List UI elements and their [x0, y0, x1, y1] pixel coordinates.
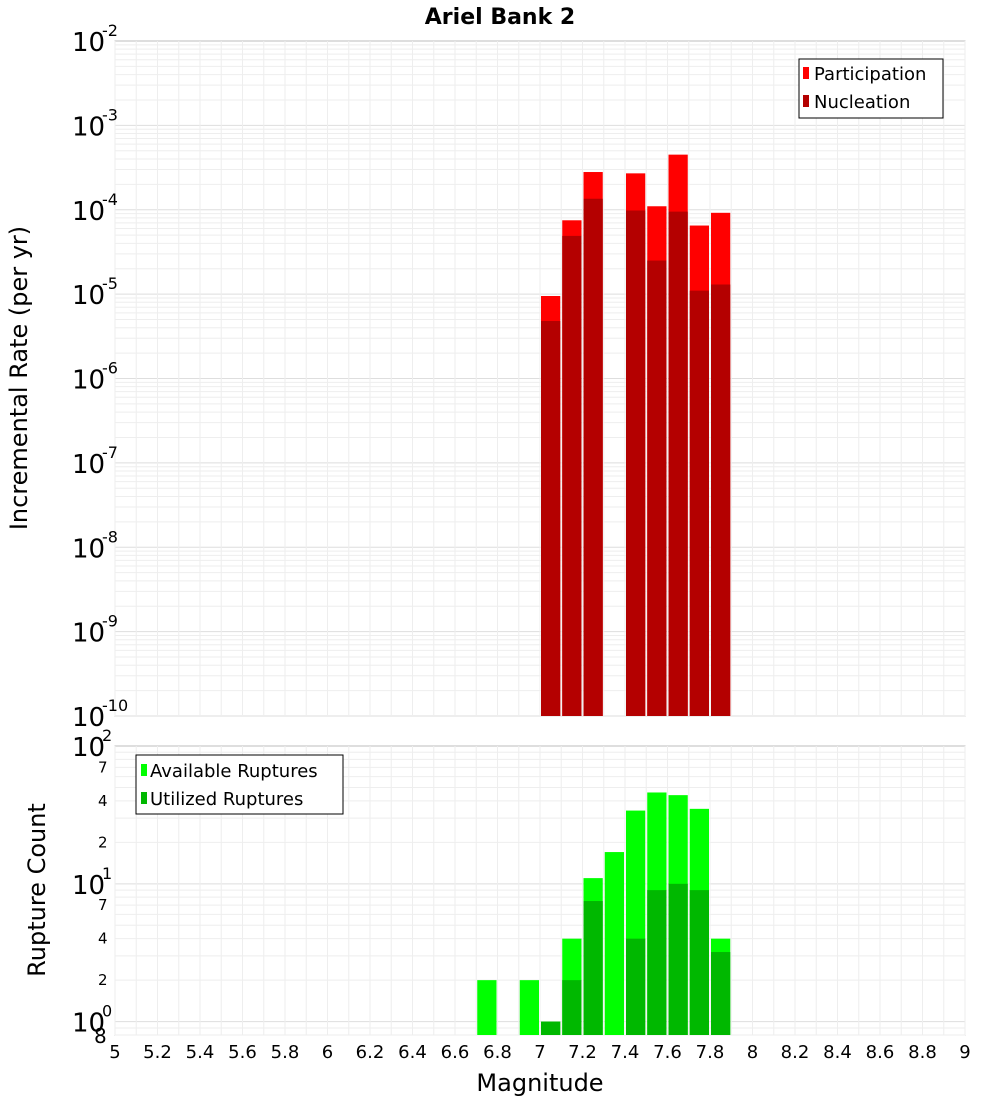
x-tick-label: 7.2	[568, 1042, 597, 1063]
count-y-axis-label: Rupture Count	[23, 803, 51, 977]
available-legend-label: Available Ruptures	[150, 761, 318, 782]
count-y-tick-exponent: 0	[102, 1002, 112, 1021]
x-tick-label: 7.4	[611, 1042, 640, 1063]
count-bar-b	[562, 980, 582, 1035]
available-swatch	[141, 764, 147, 776]
rate-y-tick-label: 10	[72, 366, 105, 396]
rate-y-tick-exponent: -7	[102, 443, 118, 462]
rate-y-tick-exponent: -2	[102, 21, 118, 40]
count-y-minor-tick-label: 7	[98, 758, 108, 776]
rate-y-tick-label: 10	[72, 28, 105, 58]
rate-bar-b	[541, 321, 561, 716]
count-y-minor-tick-label: 7	[98, 896, 108, 914]
rate-bar-b	[562, 235, 582, 716]
rate-y-tick-exponent: -4	[102, 190, 118, 209]
x-tick-label: 5	[109, 1042, 120, 1063]
count-y-tick-exponent: 1	[102, 864, 112, 883]
rate-bar-b	[626, 210, 646, 716]
count-bar-a	[477, 980, 497, 1035]
count-y-tick-label: 10	[72, 871, 105, 901]
x-tick-label: 8.8	[908, 1042, 937, 1063]
x-axis-label: Magnitude	[476, 1069, 603, 1097]
count-y-tick-exponent: 2	[102, 726, 112, 745]
rate-y-tick-exponent: -5	[102, 274, 118, 293]
rate-bar-b	[689, 290, 709, 716]
count-bar-b	[647, 890, 667, 1035]
count-bar-b	[689, 890, 709, 1035]
rate-y-tick-label: 10	[72, 281, 105, 311]
participation-legend-label: Participation	[814, 64, 926, 85]
x-tick-label: 8.2	[781, 1042, 810, 1063]
x-tick-label: 5.6	[228, 1042, 257, 1063]
nucleation-legend-label: Nucleation	[814, 92, 910, 113]
nucleation-swatch	[803, 95, 809, 107]
rate-bar-b	[647, 260, 667, 716]
x-tick-label: 5.4	[186, 1042, 215, 1063]
x-tick-label: 5.8	[271, 1042, 300, 1063]
x-tick-label: 7	[534, 1042, 545, 1063]
rate-y-tick-exponent: -9	[102, 612, 118, 631]
rate-y-tick-label: 10	[72, 703, 105, 733]
count-x-ticks: 5 5.2 5.4 5.6 5.8 6 6.2 6.4 6.6 6.8 7 7.2 7.4 7.6 7.8 8…	[109, 1042, 970, 1063]
rate-y-tick-label: 10	[72, 112, 105, 142]
count-y-minor-tick-label: 2	[98, 971, 108, 989]
rate-y-tick-exponent: -6	[102, 359, 118, 378]
count-legend: Available Ruptures Utilized Ruptures	[135, 754, 344, 815]
rate-legend-box	[798, 58, 944, 119]
x-tick-label: 9	[959, 1042, 970, 1063]
rate-bar-b	[668, 211, 688, 716]
count-bar-b	[626, 938, 646, 1035]
rate-y-tick-label: 10	[72, 534, 105, 564]
count-bars	[477, 792, 731, 1035]
rate-y-tick-label: 10	[72, 197, 105, 227]
count-bar-b	[668, 883, 688, 1035]
count-y-tick-label: 10	[72, 1009, 105, 1039]
x-tick-label: 8	[747, 1042, 758, 1063]
x-tick-label: 6	[322, 1042, 333, 1063]
x-tick-label: 8.6	[866, 1042, 895, 1063]
rate-y-tick-exponent: -8	[102, 527, 118, 546]
utilized-swatch	[141, 792, 147, 804]
count-y-minor-tick-label: 4	[98, 930, 108, 948]
count-bar-b	[541, 1021, 561, 1035]
rate-bars	[541, 154, 731, 717]
rate-y-tick-exponent: -10	[102, 696, 128, 715]
x-tick-label: 6.8	[483, 1042, 512, 1063]
count-y-minor-tick-label: 2	[98, 833, 108, 851]
rate-y-tick-exponent: -3	[102, 105, 118, 124]
count-legend-box	[135, 754, 344, 815]
count-y-minor-tick-label: 8	[94, 1024, 107, 1048]
x-tick-label: 8.4	[823, 1042, 852, 1063]
rate-y-tick-label: 10	[72, 619, 105, 649]
rate-bar-b	[583, 198, 603, 717]
participation-swatch	[803, 67, 809, 79]
rate-y-tick-label: 10	[72, 450, 105, 480]
rate-y-axis-label: Incremental Rate (per yr)	[5, 226, 33, 530]
count-bar-b	[711, 952, 731, 1035]
x-tick-label: 6.6	[441, 1042, 470, 1063]
chart-title: Ariel Bank 2	[425, 5, 575, 30]
x-tick-label: 7.8	[696, 1042, 725, 1063]
x-tick-label: 7.6	[653, 1042, 682, 1063]
x-tick-label: 6.2	[356, 1042, 385, 1063]
count-bar-a	[604, 852, 624, 1035]
count-y-minor-tick-label: 4	[98, 792, 108, 810]
x-tick-label: 5.2	[143, 1042, 172, 1063]
count-bar-a	[519, 980, 539, 1035]
rate-bar-b	[711, 284, 731, 716]
count-bar-b	[583, 901, 603, 1035]
utilized-legend-label: Utilized Ruptures	[150, 789, 303, 810]
rate-grid	[114, 41, 966, 717]
rate-legend: Participation Nucleation	[798, 58, 944, 119]
x-tick-label: 6.4	[398, 1042, 427, 1063]
count-y-tick-label: 10	[72, 733, 105, 763]
